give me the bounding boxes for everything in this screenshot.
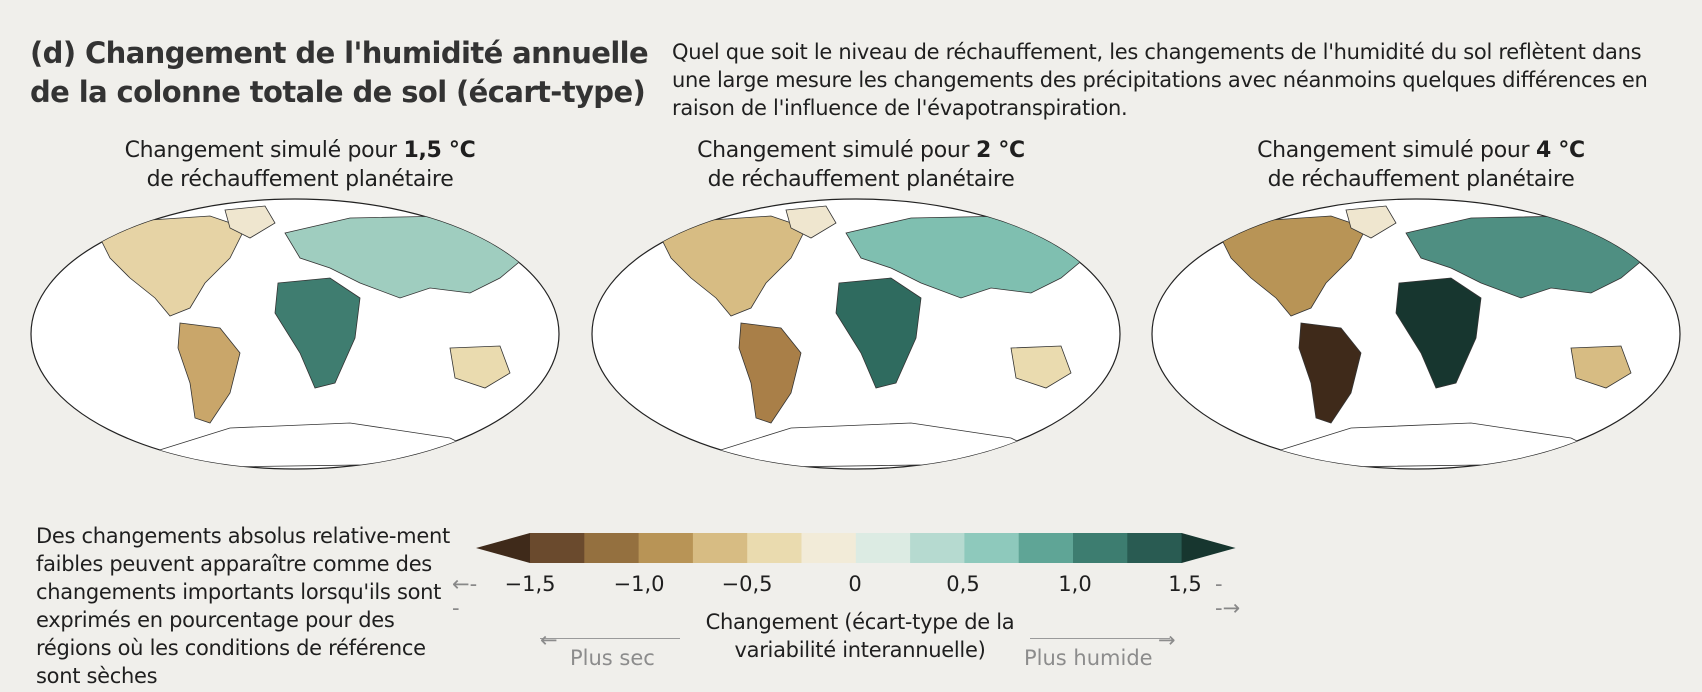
tick-label: −1,0 bbox=[613, 572, 665, 596]
colorbar-segment bbox=[1127, 533, 1183, 563]
warming-level: 1,5 °C bbox=[403, 138, 476, 163]
south-america bbox=[1298, 322, 1362, 424]
world-map-2 bbox=[591, 198, 1121, 470]
australia bbox=[449, 345, 511, 389]
africa bbox=[1395, 277, 1482, 389]
colorbar-extend-right bbox=[1181, 533, 1236, 563]
australia bbox=[1010, 345, 1072, 389]
colorbar-segment bbox=[638, 533, 694, 563]
colorbar-segment bbox=[1018, 533, 1074, 563]
tick-label: 0,5 bbox=[946, 572, 980, 596]
dashed-arrow-left-icon: ←‑ ‑ bbox=[452, 572, 478, 620]
map-panel-1-5: Changement simulé pour 1,5 °C de réchauf… bbox=[30, 136, 570, 470]
south-america bbox=[738, 322, 802, 424]
north-america bbox=[660, 215, 807, 317]
africa bbox=[274, 277, 361, 389]
arrow-left-icon: ← bbox=[540, 628, 558, 652]
colorbar-segment bbox=[1073, 533, 1128, 563]
world-map-1-5 bbox=[30, 198, 560, 470]
colorbar bbox=[476, 533, 1236, 563]
tick-label: 1,5 bbox=[1168, 572, 1202, 596]
tick-label: −0,5 bbox=[721, 572, 773, 596]
south-america bbox=[177, 322, 241, 424]
colorbar-segment bbox=[964, 533, 1020, 563]
colorbar-label: Changement (écart-type de la variabilité… bbox=[705, 610, 1015, 662]
intro-text: Quel que soit le niveau de réchauffement… bbox=[672, 40, 1648, 120]
panel-caption: Changement simulé pour 1,5 °C de réchauf… bbox=[124, 138, 476, 192]
colorbar-segment bbox=[584, 533, 640, 563]
colorbar-segment bbox=[747, 533, 802, 563]
wet-label: Plus humide bbox=[1024, 646, 1153, 670]
africa bbox=[835, 277, 922, 389]
north-america bbox=[1220, 215, 1367, 317]
australia bbox=[1570, 345, 1632, 389]
dry-label: Plus sec bbox=[570, 646, 655, 670]
dry-arrow-line bbox=[540, 638, 680, 639]
north-america bbox=[99, 215, 246, 317]
tick-label: 0 bbox=[848, 572, 862, 596]
note-text: Des changements absolus relative-ment fa… bbox=[36, 524, 450, 688]
greenland bbox=[224, 205, 276, 239]
colorbar-segment bbox=[530, 533, 585, 563]
map-panel-2: Changement simulé pour 2 °C de réchauffe… bbox=[591, 136, 1131, 470]
dashed-arrow-right-icon: ‑ ‑→ bbox=[1215, 572, 1241, 620]
tick-label: −1,5 bbox=[504, 572, 556, 596]
arrow-right-icon: → bbox=[1158, 628, 1176, 652]
greenland bbox=[785, 205, 837, 239]
colorbar-segment bbox=[855, 533, 911, 563]
panel-caption: Changement simulé pour 2 °C de réchauffe… bbox=[697, 138, 1025, 192]
warming-level: 2 °C bbox=[975, 138, 1025, 163]
colorbar-segment bbox=[801, 533, 857, 563]
panel-caption: Changement simulé pour 4 °C de réchauffe… bbox=[1257, 138, 1585, 192]
greenland bbox=[1345, 205, 1397, 239]
wet-arrow-line bbox=[1030, 638, 1170, 639]
colorbar-extend-left bbox=[476, 533, 530, 563]
warming-level: 4 °C bbox=[1535, 138, 1585, 163]
colorbar-segment bbox=[910, 533, 965, 563]
tick-label: 1,0 bbox=[1058, 572, 1092, 596]
figure-title: (d) Changement de l'humidité annuelle de… bbox=[30, 36, 649, 109]
map-panel-4: Changement simulé pour 4 °C de réchauffe… bbox=[1151, 136, 1691, 470]
colorbar-segment bbox=[692, 533, 748, 563]
world-map-4 bbox=[1151, 198, 1681, 470]
